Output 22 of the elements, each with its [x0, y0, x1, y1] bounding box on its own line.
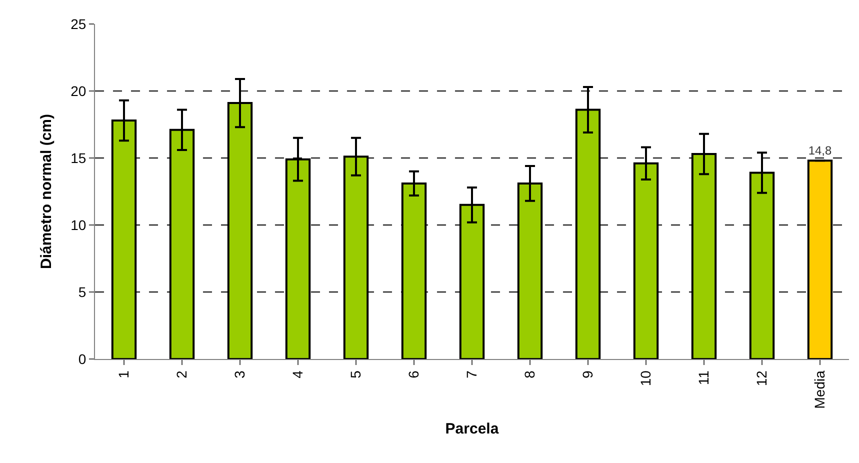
- y-axis-title: Diámetro normal (cm): [38, 114, 55, 270]
- y-tick-label: 15: [70, 150, 86, 166]
- x-tick-label: 2: [174, 370, 190, 378]
- y-tick-label: 25: [70, 16, 86, 32]
- x-tick-label: 6: [406, 370, 422, 378]
- x-tick-label: 11: [696, 370, 712, 386]
- y-tick-label: 5: [78, 284, 86, 300]
- y-tick-label: 20: [70, 82, 86, 99]
- x-tick-label: Media: [812, 370, 828, 409]
- data-label: 14,8: [808, 144, 832, 158]
- x-tick-label: 5: [348, 370, 364, 378]
- x-tick-label: 3: [232, 370, 248, 378]
- x-tick-label: 12: [754, 370, 770, 386]
- x-tick-label: 10: [638, 370, 654, 386]
- x-tick-label: 8: [522, 370, 538, 378]
- y-tick-label: 10: [70, 216, 86, 233]
- x-tick-label: 7: [464, 370, 480, 378]
- x-axis-title: Parcela: [445, 420, 500, 438]
- x-tick-label: 9: [580, 370, 596, 378]
- y-tick-label: 0: [78, 350, 86, 367]
- x-tick-label: 1: [116, 370, 132, 378]
- x-tick-label: 4: [290, 370, 306, 378]
